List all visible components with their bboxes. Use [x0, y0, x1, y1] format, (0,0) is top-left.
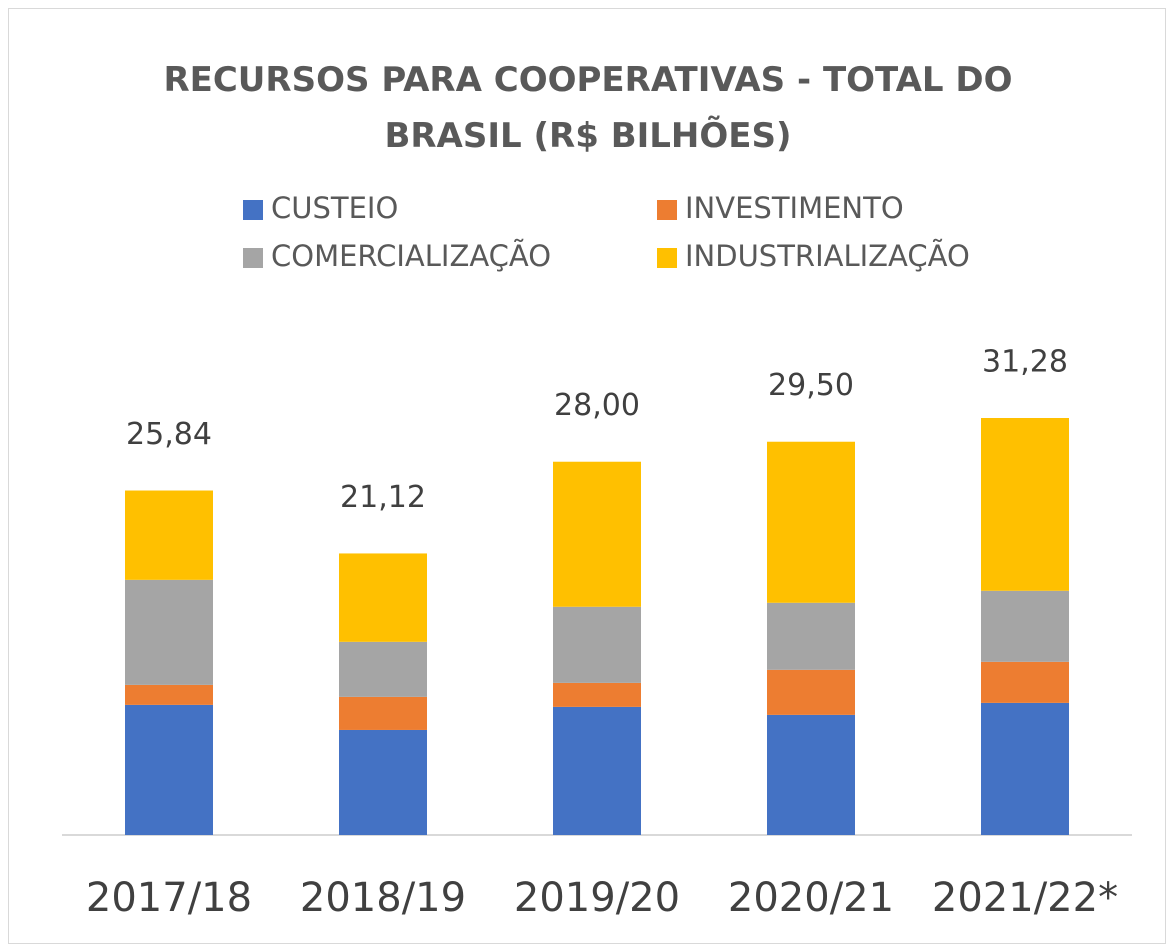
total-label: 21,12 — [340, 480, 426, 515]
bar-segment — [339, 553, 427, 642]
legend-swatch — [243, 248, 263, 268]
legend-swatch — [243, 200, 263, 220]
legend-swatch — [657, 200, 677, 220]
bar-segment — [981, 661, 1069, 703]
bar-segment — [981, 590, 1069, 662]
x-tick-label: 2021/22* — [932, 875, 1118, 921]
bar-segment — [767, 602, 855, 670]
bar-segment — [981, 702, 1069, 835]
bar-segment — [553, 706, 641, 835]
legend-swatch — [657, 248, 677, 268]
bar-segment — [339, 696, 427, 730]
bar-segment — [767, 669, 855, 715]
x-tick-label: 2020/21 — [728, 875, 894, 921]
bar-segment — [125, 704, 213, 835]
bar-segment — [767, 441, 855, 603]
bar-segment — [981, 418, 1069, 591]
x-tick-label: 2018/19 — [300, 875, 466, 921]
total-label: 25,84 — [126, 417, 212, 452]
total-label: 28,00 — [554, 388, 640, 423]
x-tick-label: 2017/18 — [86, 875, 252, 921]
bar-segment — [339, 729, 427, 835]
bar-segment — [339, 641, 427, 697]
legend-label: CUSTEIO — [271, 191, 398, 225]
total-label: 31,28 — [982, 345, 1068, 380]
bar-segment — [125, 490, 213, 580]
bar-segment — [553, 682, 641, 707]
legend-label: INDUSTRIALIZAÇÃO — [685, 239, 970, 273]
total-label: 29,50 — [768, 368, 854, 403]
legend-label: COMERCIALIZAÇÃO — [271, 239, 551, 273]
bar-segment — [767, 714, 855, 835]
bar-segment — [553, 461, 641, 607]
legend-label: INVESTIMENTO — [685, 191, 904, 225]
bar-segment — [125, 579, 213, 685]
chart-title: RECURSOS PARA COOPERATIVAS - TOTAL DO BR… — [163, 60, 1013, 156]
bar-segment — [553, 606, 641, 683]
bar-segment — [125, 684, 213, 705]
chart-frame — [8, 8, 1166, 944]
x-tick-label: 2019/20 — [514, 875, 680, 921]
